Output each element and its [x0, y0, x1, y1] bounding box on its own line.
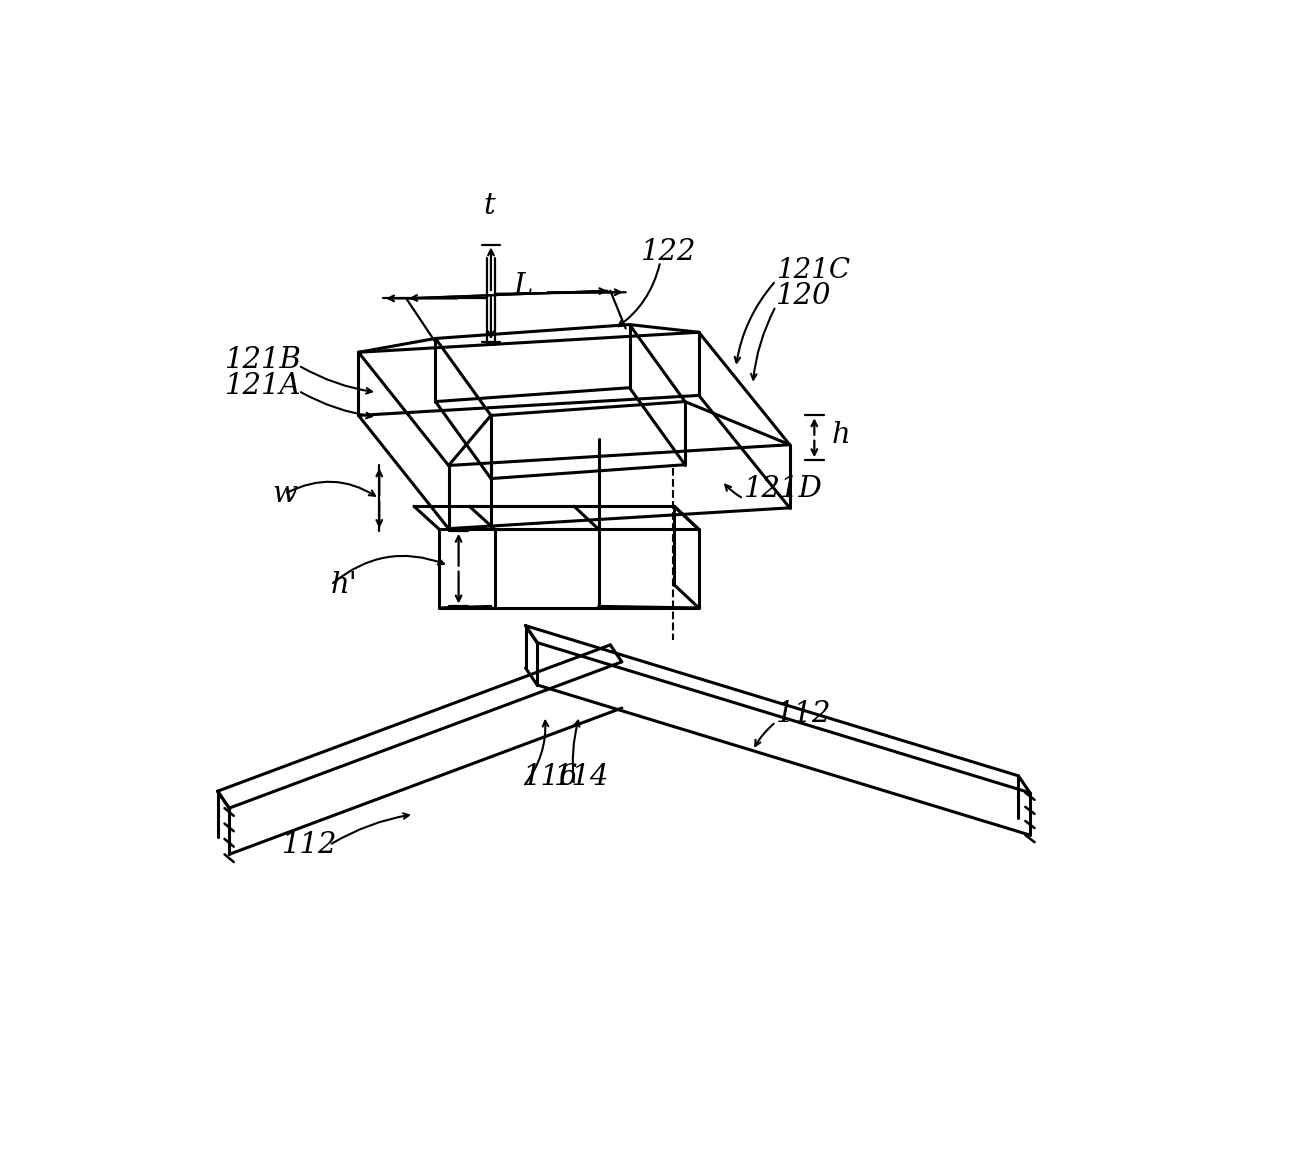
Text: 122: 122: [641, 238, 696, 266]
Text: w: w: [272, 480, 297, 508]
Text: h: h: [832, 422, 850, 449]
Text: 114: 114: [555, 764, 610, 791]
Text: h': h': [331, 571, 357, 599]
Text: 121A: 121A: [225, 372, 302, 400]
Text: 120: 120: [775, 282, 832, 310]
Text: 121C: 121C: [775, 257, 850, 285]
Text: t: t: [484, 192, 495, 220]
Text: 112: 112: [281, 831, 336, 859]
Text: 116: 116: [523, 764, 578, 791]
Text: 121B: 121B: [225, 346, 302, 374]
Text: 112: 112: [775, 700, 832, 728]
Text: L: L: [514, 272, 533, 300]
Text: 121D: 121D: [744, 476, 823, 503]
